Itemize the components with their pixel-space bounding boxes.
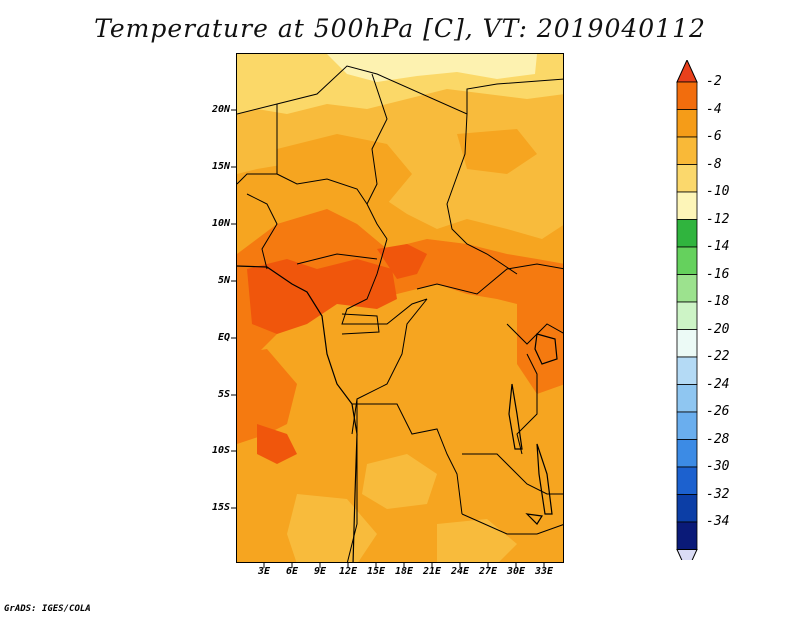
lon-label-30e: 30E: [506, 566, 526, 577]
lat-label-10n: 10N: [211, 218, 230, 229]
colorbar-label: -34: [706, 514, 730, 529]
lat-label-20n: 20N: [211, 104, 230, 115]
colorbar-swatch: [676, 411, 698, 440]
darkest-patch-central: [377, 244, 427, 279]
map-title: Temperature at 500hPa [C], VT: 201904011…: [94, 14, 706, 43]
colorbar-swatch: [676, 329, 698, 358]
lon-label-27e: 27E: [478, 566, 498, 577]
colorbar-label: -18: [706, 294, 730, 309]
colorbar-swatch: [676, 109, 698, 138]
lon-label-18e: 18E: [394, 566, 414, 577]
colorbar-swatch: [676, 136, 698, 165]
darkest-patch-southwest: [257, 424, 297, 464]
colorbar-swatch: [676, 274, 698, 303]
colorbar-swatch: [676, 191, 698, 220]
colorbar-label: -28: [706, 431, 730, 447]
lat-label-15n: 15N: [211, 161, 230, 172]
lat-label-eq: EQ: [217, 332, 230, 343]
colorbar-swatch: [676, 466, 698, 495]
lon-label-3e: 3E: [257, 566, 271, 577]
dark-patch-east: [517, 289, 563, 394]
main-patch-north: [277, 134, 412, 204]
colorbar-label: -12: [706, 211, 730, 227]
colorbar-swatch: [676, 494, 698, 523]
colorbar-label: -20: [706, 321, 730, 337]
colorbar-label: -2: [706, 74, 722, 89]
main-patch-northeast: [457, 129, 537, 174]
colorbar-label: -6: [706, 129, 722, 144]
lon-label-6e: 6E: [285, 566, 299, 577]
colorbar-label: -32: [706, 486, 730, 502]
lat-label-5s: 5S: [217, 389, 230, 400]
lat-label-15s: 15S: [211, 502, 230, 513]
lon-label-9e: 9E: [313, 566, 327, 577]
colorbar-swatch: [676, 246, 698, 275]
country-borders: [237, 65, 563, 562]
light-patch-south: [362, 454, 437, 509]
colorbar-label: -22: [706, 349, 730, 364]
darkest-patch-west: [247, 259, 397, 334]
colorbar-label: -16: [706, 266, 730, 282]
colorbar-swatch: [676, 521, 698, 550]
map-panel: [236, 53, 564, 563]
colorbar-label: -30: [706, 459, 730, 474]
coastline: [237, 265, 358, 562]
colorbar-swatch: [676, 81, 698, 110]
colorbar-label: -14: [706, 239, 730, 254]
colorbar-label: -26: [706, 404, 730, 419]
colorbar-swatch: [676, 356, 698, 385]
colorbar-label: -24: [706, 376, 730, 392]
lon-label-15e: 15E: [366, 566, 386, 577]
colorbar-swatch: [676, 439, 698, 468]
lat-label-5n: 5N: [217, 275, 230, 286]
colorbar: [676, 60, 698, 560]
colorbar-swatch: [676, 164, 698, 193]
colorbar-swatch: [676, 301, 698, 330]
dark-patch-southwest: [237, 349, 297, 444]
lon-label-12e: 12E: [338, 566, 358, 577]
lakes: [508, 333, 558, 525]
colorbar-label: -8: [706, 156, 722, 172]
credit-text: GrADS: IGES/COLA: [4, 604, 91, 614]
colorbar-label: -10: [706, 184, 730, 199]
lon-label-24e: 24E: [450, 566, 470, 577]
colorbar-swatch: [676, 384, 698, 413]
colorbar-bottom-arrow: [676, 549, 698, 560]
colorbar-swatch: [676, 219, 698, 248]
temperature-map: [237, 54, 563, 562]
lon-label-21e: 21E: [422, 566, 442, 577]
colorbar-label: -4: [706, 101, 722, 117]
dark-band-5n: [237, 209, 563, 364]
colorbar-top-arrow: [676, 60, 698, 83]
lon-label-33e: 33E: [534, 566, 554, 577]
lat-label-10s: 10S: [211, 445, 230, 456]
